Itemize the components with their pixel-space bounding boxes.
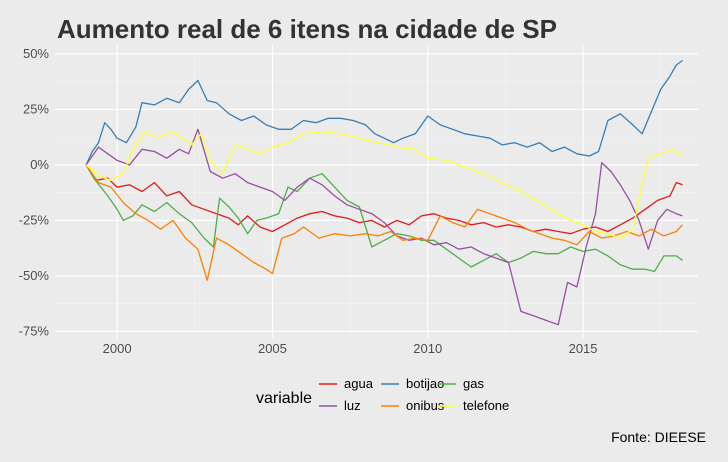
y-tick-label: -25% bbox=[19, 212, 50, 227]
legend-label-telefone: telefone bbox=[463, 398, 509, 413]
series-line-botijao bbox=[85, 59, 683, 166]
legend: variable agua botijao gas luz onibus telefone bbox=[256, 376, 509, 413]
x-tick-label: 2015 bbox=[569, 341, 598, 356]
chart-title: Aumento real de 6 itens na cidade de SP bbox=[57, 14, 557, 44]
y-tick-label: 50% bbox=[23, 46, 49, 61]
y-tick-label: 25% bbox=[23, 101, 49, 116]
series-line-luz bbox=[85, 128, 683, 326]
major-gridlines bbox=[55, 45, 698, 338]
y-axis: 50% 25% 0% -25% -50% -75% bbox=[19, 46, 50, 338]
caption: Fonte: DIEESE bbox=[611, 429, 706, 445]
plot-panel bbox=[55, 45, 698, 338]
x-tick-label: 2010 bbox=[413, 341, 442, 356]
legend-label-botijao: botijao bbox=[406, 376, 444, 391]
x-tick-label: 2000 bbox=[103, 341, 132, 356]
y-tick-label: -75% bbox=[19, 323, 50, 338]
series-line-onibus bbox=[85, 164, 683, 281]
series-lines bbox=[85, 59, 683, 326]
minor-gridlines bbox=[55, 45, 698, 338]
y-tick-label: 0% bbox=[30, 157, 49, 172]
legend-label-agua: agua bbox=[344, 376, 374, 391]
legend-label-luz: luz bbox=[344, 398, 361, 413]
legend-title: variable bbox=[256, 390, 312, 407]
x-axis: 2000 2005 2010 2015 bbox=[103, 341, 598, 356]
series-line-telefone bbox=[85, 130, 683, 239]
legend-label-onibus: onibus bbox=[406, 398, 445, 413]
legend-label-gas: gas bbox=[463, 376, 484, 391]
y-tick-label: -50% bbox=[19, 268, 50, 283]
x-tick-label: 2005 bbox=[258, 341, 287, 356]
